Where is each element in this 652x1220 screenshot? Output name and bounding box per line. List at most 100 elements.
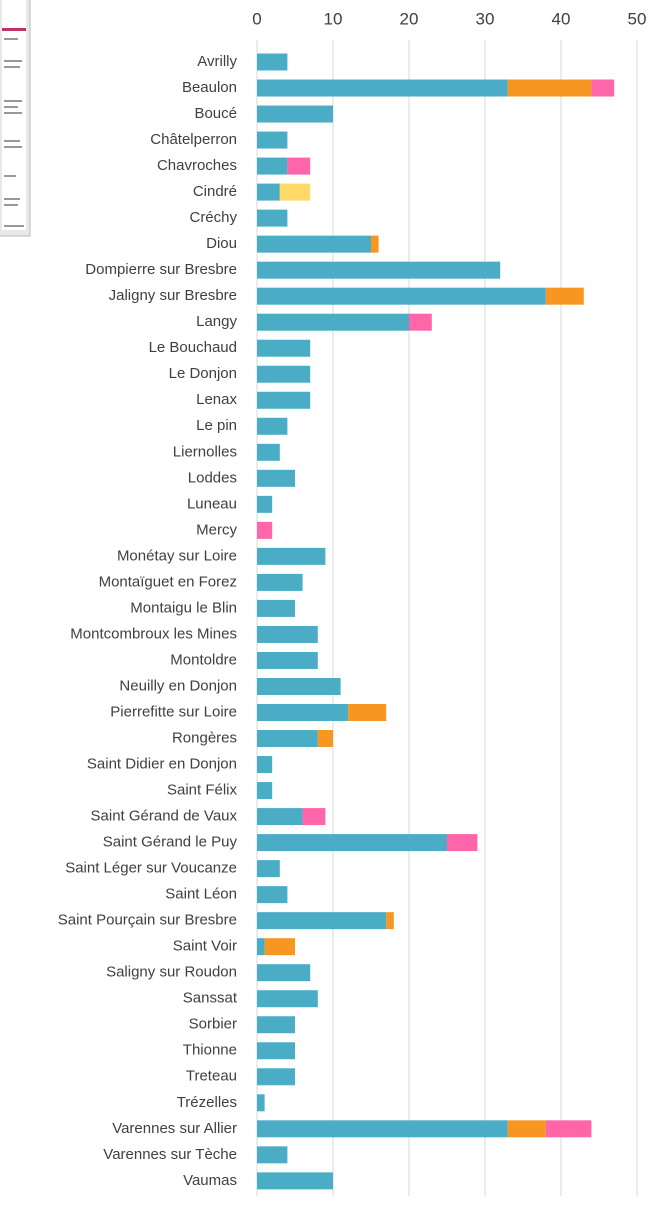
bar-segment <box>257 158 287 175</box>
bar-segment <box>257 418 287 435</box>
bar-segment <box>257 704 348 721</box>
bar-segment <box>303 808 326 825</box>
bar-segment <box>257 782 272 799</box>
bar-segment <box>257 652 318 669</box>
y-tick-label: Saint Léon <box>165 886 237 903</box>
y-tick-label: Sorbier <box>189 1016 237 1033</box>
y-tick-label: Langy <box>196 313 237 330</box>
bar-segment <box>257 184 280 201</box>
bar-segment <box>591 80 614 97</box>
bar-segment <box>257 444 280 461</box>
y-tick-label: Luneau <box>187 495 237 512</box>
y-tick-label: Monétay sur Loire <box>117 547 237 564</box>
bar-segment <box>371 236 379 253</box>
y-tick-label: Cindré <box>193 183 237 200</box>
bar-segment <box>257 1068 295 1085</box>
bar-segment <box>257 808 303 825</box>
y-tick-label: Saligny sur Roudon <box>106 964 237 981</box>
bar-segment <box>257 912 386 929</box>
bar-segment <box>257 1172 333 1189</box>
y-tick-label: Montaigu le Blin <box>130 599 237 616</box>
bar-segment <box>257 964 310 981</box>
y-tick-label: Montcombroux les Mines <box>70 625 237 642</box>
y-tick-label: Thionne <box>183 1042 237 1059</box>
bar-segment <box>257 236 371 253</box>
bar-segment <box>257 1120 508 1137</box>
y-tick-label: Créchy <box>189 209 237 226</box>
bar-segment <box>257 730 318 747</box>
bar-segment <box>508 80 592 97</box>
y-tick-label: Saint Gérand de Vaux <box>91 808 238 825</box>
thumbnail <box>0 0 30 236</box>
bar-segment <box>257 834 447 851</box>
y-tick-label: Trézelles <box>177 1094 237 1111</box>
y-tick-label: Vaumas <box>183 1172 237 1189</box>
y-tick-label: Rongères <box>172 729 237 746</box>
y-tick-label: Dompierre sur Bresbre <box>85 261 237 278</box>
bar-segment <box>257 392 310 409</box>
y-tick-label: Châtelperron <box>150 131 237 148</box>
bar-segment <box>257 1094 265 1111</box>
bar-segment <box>257 574 303 591</box>
x-tick-label: 10 <box>324 9 343 28</box>
bar-segment <box>257 366 310 383</box>
bar-segment <box>257 496 272 513</box>
bar-segment <box>257 600 295 617</box>
bar-segment <box>257 1016 295 1033</box>
page: 01020304050AvrillyBeaulonBoucéChâtelperr… <box>0 0 652 1220</box>
bar-segment <box>287 158 310 175</box>
bar-segment <box>257 470 295 487</box>
y-tick-label: Saint Voir <box>173 938 237 955</box>
y-tick-label: Montaïguet en Forez <box>99 573 237 590</box>
y-tick-label: Saint Didier en Donjon <box>87 756 237 773</box>
bar-segment <box>409 314 432 331</box>
y-tick-label: Beaulon <box>182 79 237 96</box>
x-tick-label: 50 <box>628 9 647 28</box>
y-tick-label: Boucé <box>194 105 237 122</box>
y-tick-label: Sanssat <box>183 990 238 1007</box>
bar-segment <box>257 990 318 1007</box>
y-tick-label: Varennes sur Tèche <box>103 1146 237 1163</box>
y-tick-label: Pierrefitte sur Loire <box>110 703 237 720</box>
y-tick-label: Le Bouchaud <box>149 339 237 356</box>
y-tick-label: Saint Pourçain sur Bresbre <box>58 912 237 929</box>
bar-segment <box>257 262 500 279</box>
y-tick-label: Varennes sur Allier <box>112 1120 237 1137</box>
bar-segment <box>348 704 386 721</box>
y-tick-label: Lenax <box>196 391 237 408</box>
y-tick-label: Mercy <box>196 521 237 538</box>
bar-segment <box>447 834 477 851</box>
x-tick-label: 40 <box>552 9 571 28</box>
bar-segment <box>257 626 318 643</box>
bar-segment <box>257 1146 287 1163</box>
bar-segment <box>257 288 546 305</box>
bar-segment <box>257 886 287 903</box>
y-tick-label: Chavroches <box>157 157 237 174</box>
y-tick-label: Saint Gérand le Puy <box>103 834 238 851</box>
bar-segment <box>257 340 310 357</box>
y-tick-label: Saint Félix <box>167 782 238 799</box>
y-tick-label: Diou <box>206 235 237 252</box>
x-tick-label: 0 <box>252 9 261 28</box>
x-tick-label: 20 <box>400 9 419 28</box>
bar-segment <box>257 80 508 97</box>
bar-segment <box>257 756 272 773</box>
bar-segment <box>257 132 287 149</box>
bar-segment <box>257 548 325 565</box>
bar-segment <box>257 678 341 695</box>
y-tick-label: Le pin <box>196 417 237 434</box>
bar-segment <box>546 288 584 305</box>
bar-segment <box>257 54 287 71</box>
bar-segment <box>318 730 333 747</box>
bar-segment <box>546 1120 592 1137</box>
bar-segment <box>257 522 272 539</box>
bar-segment <box>280 184 310 201</box>
y-tick-label: Liernolles <box>173 443 237 460</box>
y-tick-label: Jaligny sur Bresbre <box>109 287 237 304</box>
chart: 01020304050AvrillyBeaulonBoucéChâtelperr… <box>0 0 652 1220</box>
y-tick-label: Saint Léger sur Voucanze <box>65 860 237 877</box>
bar-segment <box>257 210 287 227</box>
bar-segment <box>508 1120 546 1137</box>
bar-segment <box>257 860 280 877</box>
x-tick-label: 30 <box>476 9 495 28</box>
